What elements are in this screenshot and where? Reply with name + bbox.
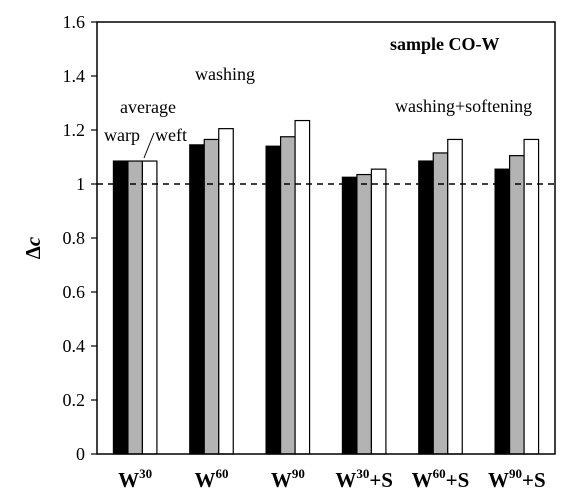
y-axis-label: Δc [21, 236, 45, 259]
x-tick-label: W90 [271, 466, 305, 492]
bar-warp [418, 160, 434, 455]
bar-average [203, 138, 220, 455]
annotation-pointer [143, 132, 155, 159]
bar-average [508, 155, 525, 455]
x-tick-label: W60 [195, 466, 229, 492]
x-tick-label: W60+S [412, 466, 470, 492]
y-tick-label: 0.8 [63, 228, 86, 248]
x-tick-label: W30 [118, 466, 152, 492]
bar-warp [189, 144, 205, 455]
bar-warp [265, 145, 282, 455]
x-tick-label: W30+S [335, 466, 393, 492]
bar-average [356, 173, 373, 455]
bar-weft [141, 160, 158, 455]
bar-weft [218, 128, 234, 455]
x-tick-label: W90+S [488, 466, 546, 492]
bar-warp [112, 160, 129, 455]
bar-warp [494, 168, 511, 455]
annotation-average: average [120, 97, 176, 117]
y-tick-label: 0 [76, 444, 85, 464]
x-axis-labels: W30 W60 W90 W30+S W60+S W90+S [118, 466, 545, 492]
bar-average [127, 160, 144, 455]
y-tick-label: 0.2 [63, 390, 86, 410]
y-tick-label: 1.4 [63, 66, 86, 86]
chart-title: sample CO-W [390, 34, 500, 54]
bar-weft [370, 168, 387, 455]
bar-average [432, 152, 449, 455]
y-tick-label: 0.4 [63, 336, 86, 356]
y-tick-label: 0.6 [63, 282, 86, 302]
y-tick-label: 1.6 [63, 12, 86, 32]
y-tick-label: 1.2 [63, 120, 86, 140]
y-tick-label: 1 [76, 174, 85, 194]
bar-weft [294, 119, 311, 455]
bar-weft [523, 138, 540, 455]
bar-warp [341, 176, 358, 455]
bar-weft [447, 138, 463, 455]
y-axis-ticks: 0 0.2 0.4 0.6 0.8 1 1.2 1.4 1.6 [63, 12, 97, 464]
bars [112, 119, 540, 455]
annotation-weft: weft [155, 125, 187, 145]
plot-area [96, 21, 556, 455]
annotation-washing: washing [195, 64, 255, 84]
annotation-washing-softening: washing+softening [395, 96, 532, 116]
annotation-warp: warp [104, 125, 140, 145]
